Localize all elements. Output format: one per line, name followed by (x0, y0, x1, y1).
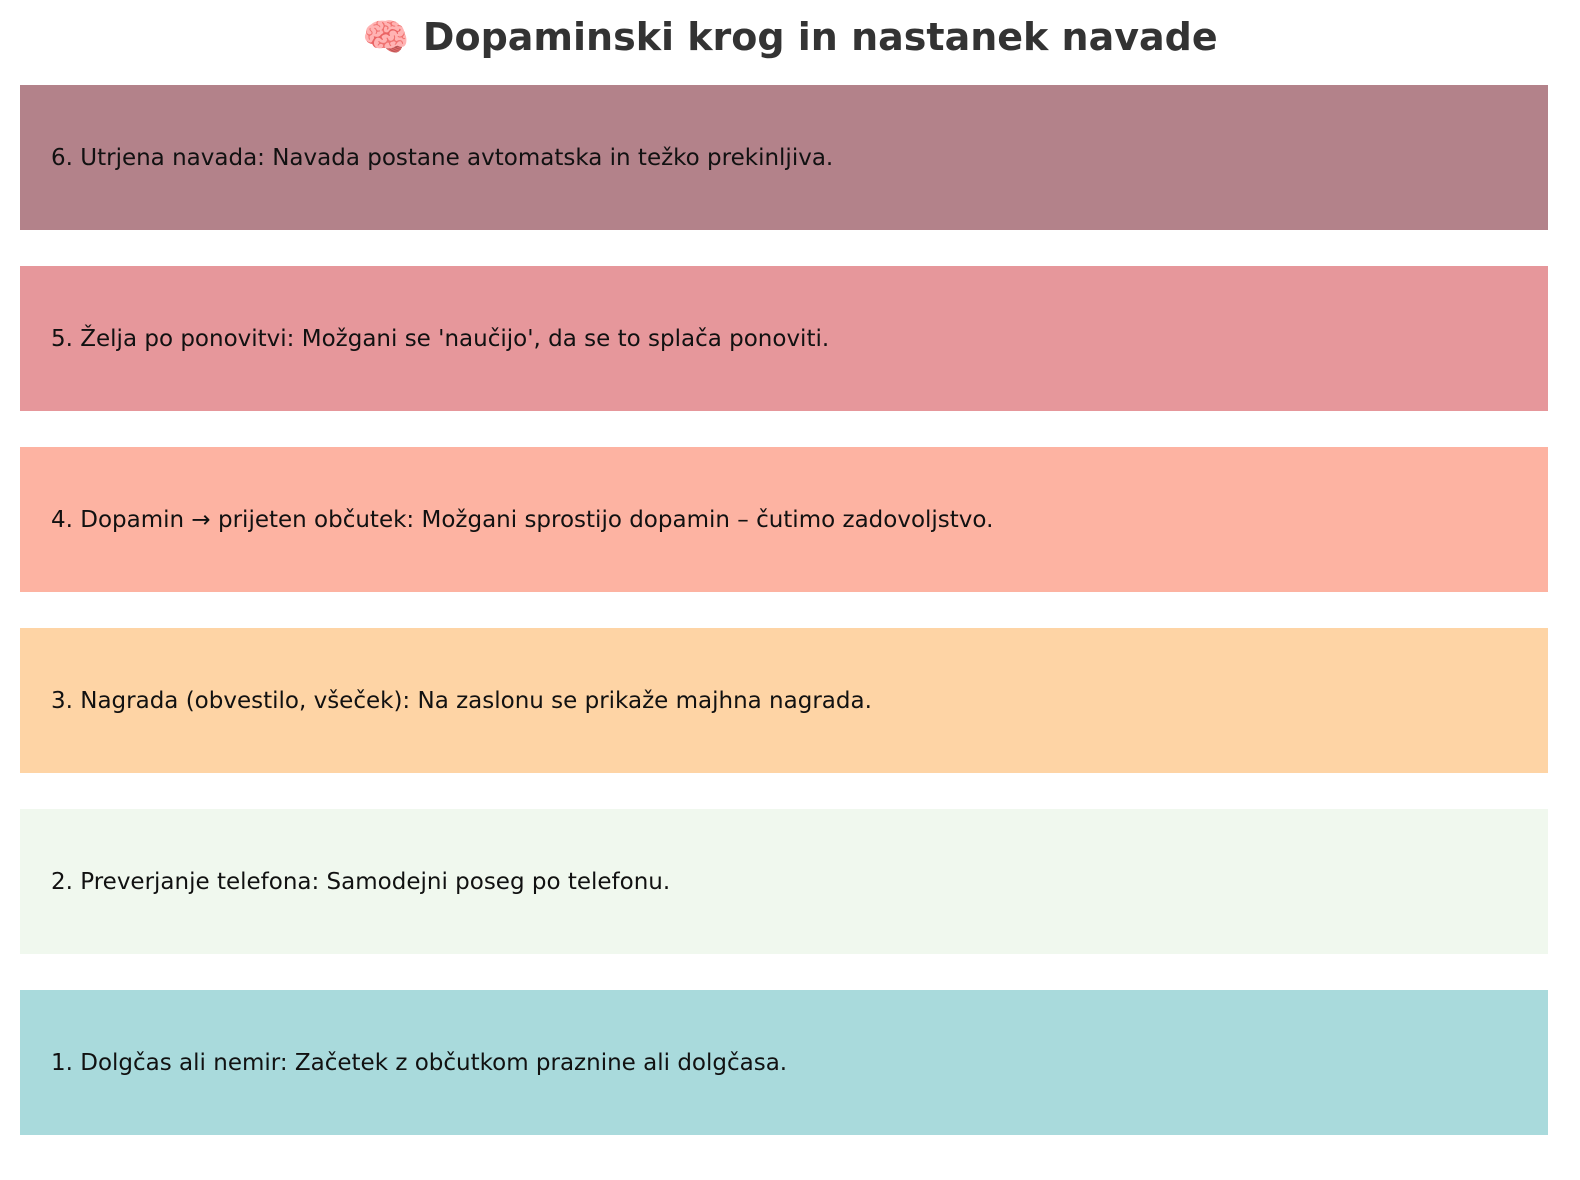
step-box: 5. Želja po ponovitvi: Možgani se 'nauči… (20, 266, 1548, 411)
step-text: 1. Dolgčas ali nemir: Začetek z občutkom… (51, 1049, 788, 1076)
step-box: 4. Dopamin → prijeten občutek: Možgani s… (20, 447, 1548, 592)
step-box: 2. Preverjanje telefona: Samodejni poseg… (20, 809, 1548, 954)
step-box: 1. Dolgčas ali nemir: Začetek z občutkom… (20, 990, 1548, 1135)
step-text: 3. Nagrada (obvestilo, všeček): Na zaslo… (51, 687, 872, 714)
title: 🧠 Dopaminski krog in nastanek navade (362, 15, 1218, 59)
step-box: 3. Nagrada (obvestilo, všeček): Na zaslo… (20, 628, 1548, 773)
step-box: 6. Utrjena navada: Navada postane avtoma… (20, 85, 1548, 230)
step-text: 4. Dopamin → prijeten občutek: Možgani s… (51, 506, 994, 533)
step-text: 2. Preverjanje telefona: Samodejni poseg… (51, 868, 671, 895)
step-text: 5. Želja po ponovitvi: Možgani se 'nauči… (51, 325, 830, 352)
step-text: 6. Utrjena navada: Navada postane avtoma… (51, 144, 834, 171)
